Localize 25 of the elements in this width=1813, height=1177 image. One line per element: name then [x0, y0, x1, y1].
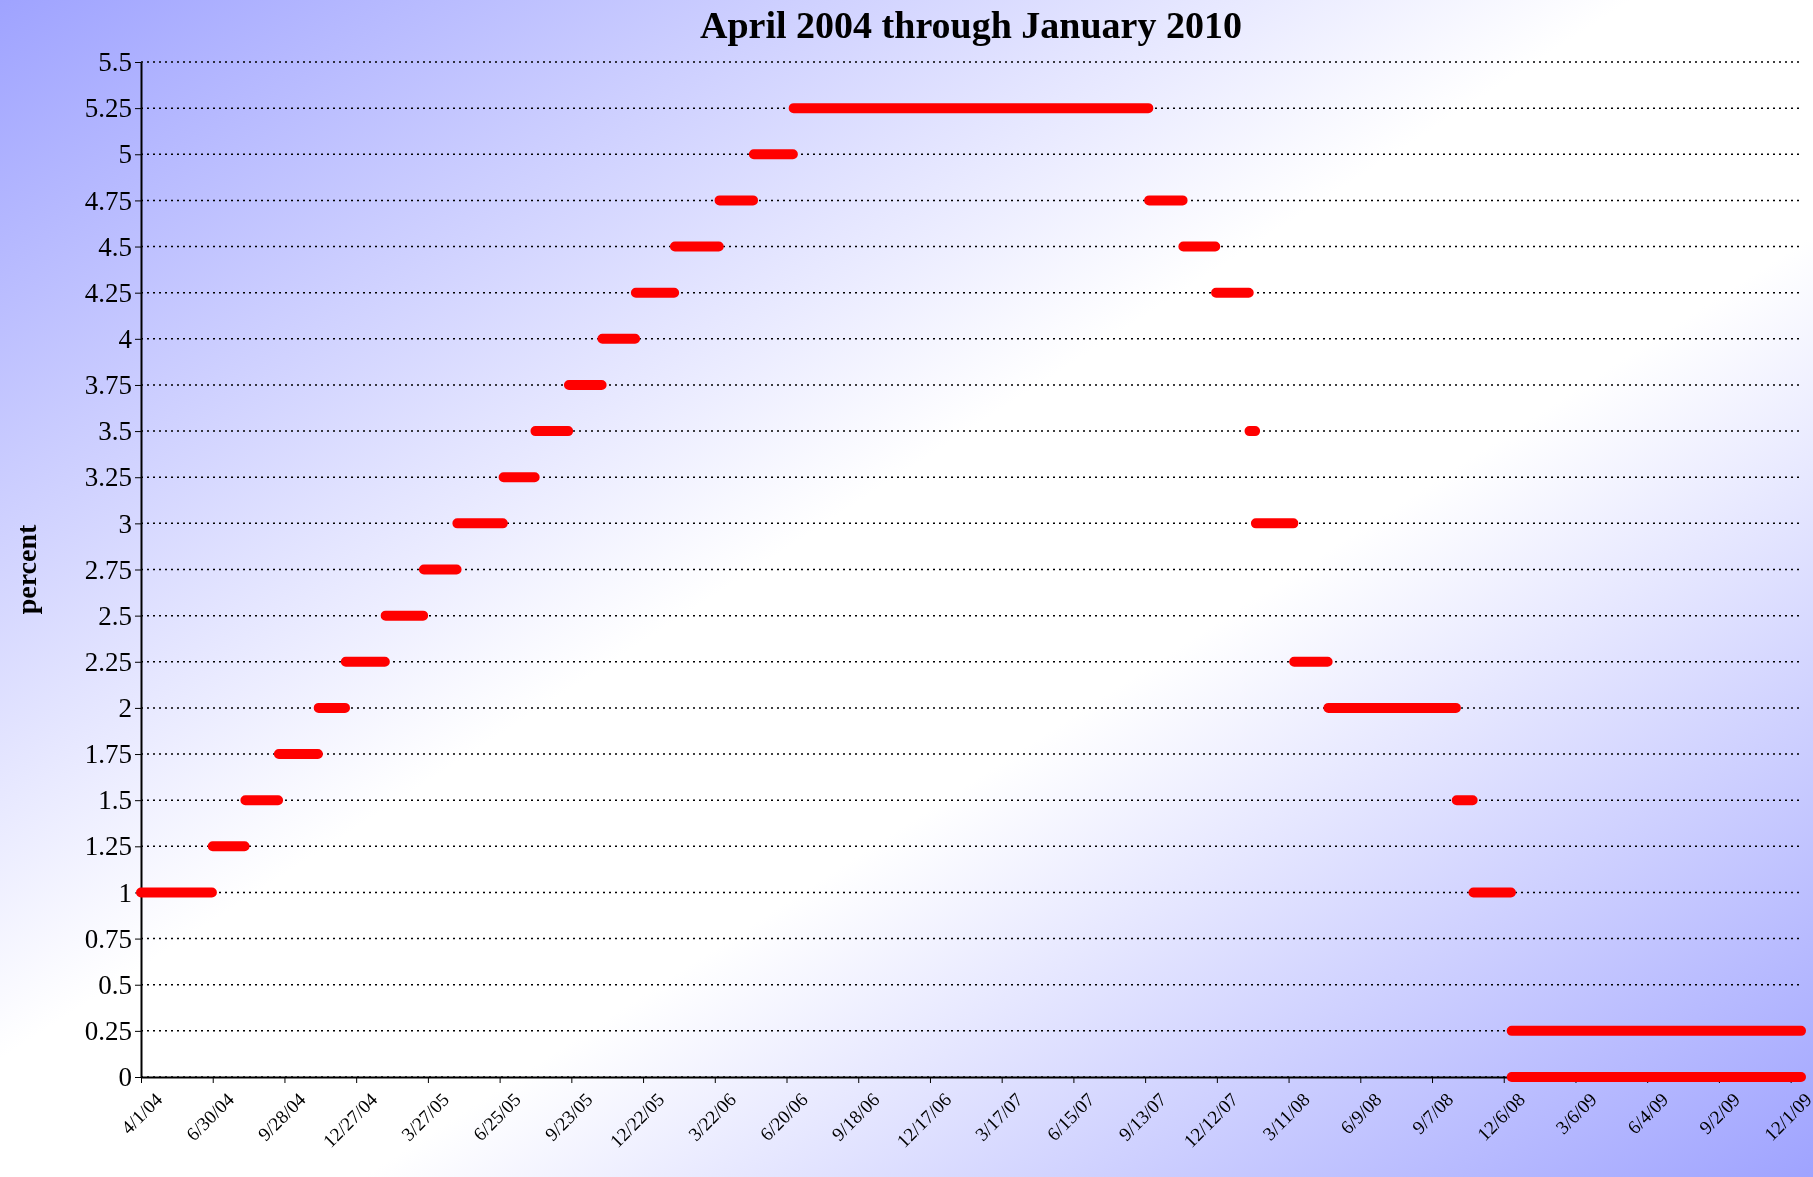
y-tick-label: 2.5: [98, 600, 132, 631]
y-axis-title: percent: [11, 523, 42, 615]
y-tick-label: 4.25: [84, 277, 132, 308]
y-tick-label: 1.5: [98, 785, 132, 816]
y-tick-label: 3.25: [84, 462, 132, 493]
y-tick-label: 0.75: [84, 923, 132, 954]
y-tick-label: 4: [118, 323, 133, 354]
y-tick-label: 5: [118, 139, 132, 170]
y-tick-label: 0: [118, 1062, 132, 1093]
y-tick-label: 4.5: [98, 231, 132, 262]
y-tick-label: 5.25: [84, 93, 132, 124]
chart-title: April 2004 through January 2010: [700, 4, 1242, 46]
y-tick-label: 3: [118, 508, 132, 539]
y-tick-label: 3.75: [84, 370, 132, 401]
y-tick-label: 1.25: [84, 831, 132, 862]
y-tick-label: 2: [118, 693, 132, 724]
y-tick-label: 1: [118, 877, 132, 908]
y-tick-label: 1.75: [84, 739, 132, 770]
y-tick-label: 3.5: [98, 416, 132, 447]
y-tick-label: 4.75: [84, 185, 132, 216]
y-tick-label: 0.25: [84, 1016, 132, 1046]
y-tick-label: 5.5: [98, 47, 132, 78]
y-tick-label: 0.5: [98, 969, 132, 1000]
y-tick-label: 2.25: [84, 646, 132, 677]
y-tick-label: 2.75: [84, 554, 132, 585]
